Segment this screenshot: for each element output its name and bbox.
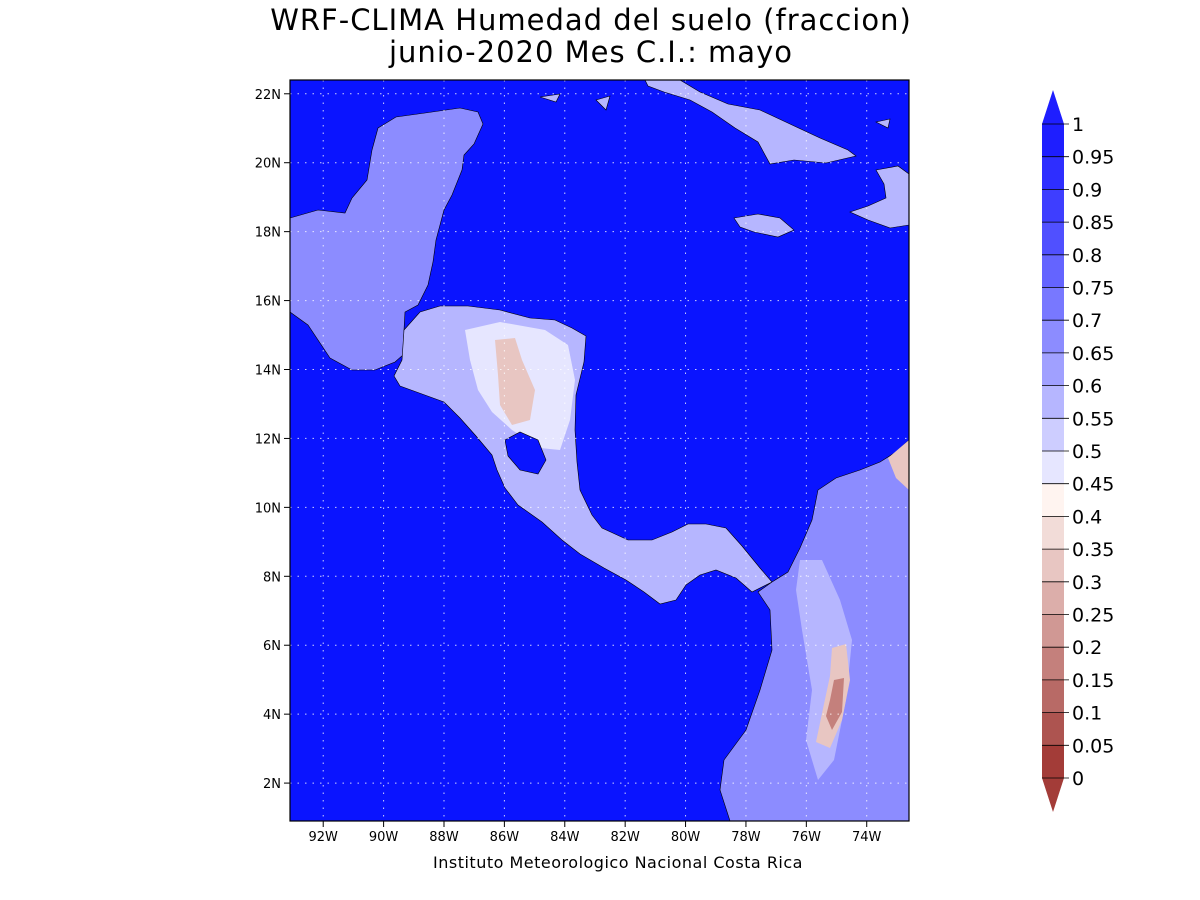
- colorbar-swatch: [1042, 483, 1064, 517]
- colorbar-label: 0.4: [1072, 506, 1102, 528]
- landmass-cuba: [539, 80, 857, 165]
- lat-tick-label: 22N: [255, 88, 281, 103]
- latitude-axis: 22N 20N 18N 16N 14N 12N 10N 8N 6N 4N 2N: [255, 88, 290, 792]
- driest-patch-nicaragua: [495, 338, 535, 425]
- colorbar-swatch: [1042, 745, 1064, 778]
- lat-tick-label: 18N: [255, 226, 281, 241]
- colorbar-label: 1: [1072, 114, 1084, 136]
- lat-tick-label: 14N: [255, 364, 281, 379]
- lon-tick-label: 84W: [550, 830, 580, 845]
- credit-text: Instituto Meteorologico Nacional Costa R…: [433, 853, 803, 872]
- map-frame: [289, 79, 910, 822]
- lat-tick-label: 16N: [255, 295, 281, 310]
- colorbar-label: 0.65: [1072, 343, 1114, 365]
- colorbar-swatch: [1042, 385, 1064, 419]
- lon-tick-label: 80W: [671, 830, 701, 845]
- colorbar-swatch: [1042, 614, 1064, 648]
- colorbar-swatch: [1042, 418, 1064, 451]
- lon-tick-label: 92W: [309, 830, 339, 845]
- colorbar-swatch: [1042, 581, 1064, 615]
- colorbar-label: 0.85: [1072, 212, 1114, 234]
- colorbar-label: 0.55: [1072, 408, 1114, 430]
- lon-tick-label: 82W: [610, 830, 640, 845]
- dry-region-guajira: [888, 440, 909, 490]
- lat-tick-label: 12N: [255, 432, 281, 447]
- colorbar-label: 0.6: [1072, 376, 1102, 398]
- colorbar-swatch: [1042, 679, 1064, 713]
- lon-tick-label: 88W: [429, 830, 459, 845]
- colorbar: 1 0.95 0.9 0.85 0.8 0.75 0.7 0.65 0.6 0.55 0.5 0.45…: [1042, 90, 1114, 812]
- colorbar-swatch: [1042, 320, 1064, 353]
- lat-tick-label: 2N: [263, 777, 281, 792]
- colorbar-swatch: [1042, 352, 1064, 386]
- colorbar-label: 0.75: [1072, 278, 1114, 300]
- colorbar-label: 0.15: [1072, 670, 1114, 692]
- lat-tick-label: 10N: [255, 501, 281, 516]
- colorbar-label: 0.8: [1072, 245, 1102, 267]
- lon-tick-label: 90W: [369, 830, 399, 845]
- colorbar-swatch: [1042, 451, 1064, 484]
- colorbar-swatch: [1042, 647, 1064, 680]
- colorbar-swatch: [1042, 712, 1064, 746]
- lon-tick-label: 78W: [731, 830, 761, 845]
- lat-tick-label: 20N: [255, 157, 281, 172]
- colorbar-label: 0.3: [1072, 572, 1102, 594]
- colorbar-swatch: [1042, 156, 1064, 190]
- longitude-axis: 92W 90W 88W 86W 84W 82W 80W 78W 76W 74W: [309, 821, 882, 845]
- colorbar-label: 0.25: [1072, 605, 1114, 627]
- colorbar-swatch: [1042, 516, 1064, 550]
- colorbar-cap-bottom: [1042, 778, 1064, 812]
- colorbar-label: 0.35: [1072, 539, 1114, 561]
- colorbar-label: 0.2: [1072, 637, 1102, 659]
- colorbar-label: 0.7: [1072, 310, 1102, 332]
- lat-tick-label: 4N: [263, 708, 281, 723]
- driest-patch-colombia: [826, 678, 844, 730]
- islet-caribbean: [875, 118, 891, 129]
- lat-tick-label: 8N: [263, 570, 281, 585]
- soil-moisture-map: 92W 90W 88W 86W 84W 82W 80W 78W 76W 74W 22N 20N 18N…: [255, 79, 910, 845]
- colorbar-label: 0: [1072, 768, 1084, 790]
- colorbar-swatch: [1042, 124, 1064, 157]
- colorbar-label: 0.45: [1072, 474, 1114, 496]
- colorbar-label: 0.05: [1072, 735, 1114, 757]
- lon-tick-label: 74W: [852, 830, 882, 845]
- map-title: WRF-CLIMA Humedad del suelo (fraccion): [270, 3, 912, 37]
- colorbar-swatch: [1042, 254, 1064, 288]
- colorbar-swatch: [1042, 189, 1064, 223]
- colorbar-swatch: [1042, 549, 1064, 582]
- colorbar-label: 0.95: [1072, 147, 1114, 169]
- lon-tick-label: 76W: [792, 830, 822, 845]
- colorbar-swatch: [1042, 222, 1064, 255]
- landmass-yucatan-guatemala: [290, 107, 484, 371]
- colorbar-swatch: [1042, 287, 1064, 321]
- colorbar-label: 0.1: [1072, 703, 1102, 725]
- colorbar-label: 0.9: [1072, 179, 1102, 201]
- lon-tick-label: 86W: [490, 830, 520, 845]
- lat-tick-label: 6N: [263, 639, 281, 654]
- map-subtitle: junio-2020 Mes C.I.: mayo: [389, 35, 793, 69]
- lake-nicaragua: [504, 431, 547, 475]
- colorbar-cap-top: [1042, 90, 1064, 124]
- landmass-hispaniola: [849, 165, 909, 229]
- colorbar-label: 0.5: [1072, 441, 1102, 463]
